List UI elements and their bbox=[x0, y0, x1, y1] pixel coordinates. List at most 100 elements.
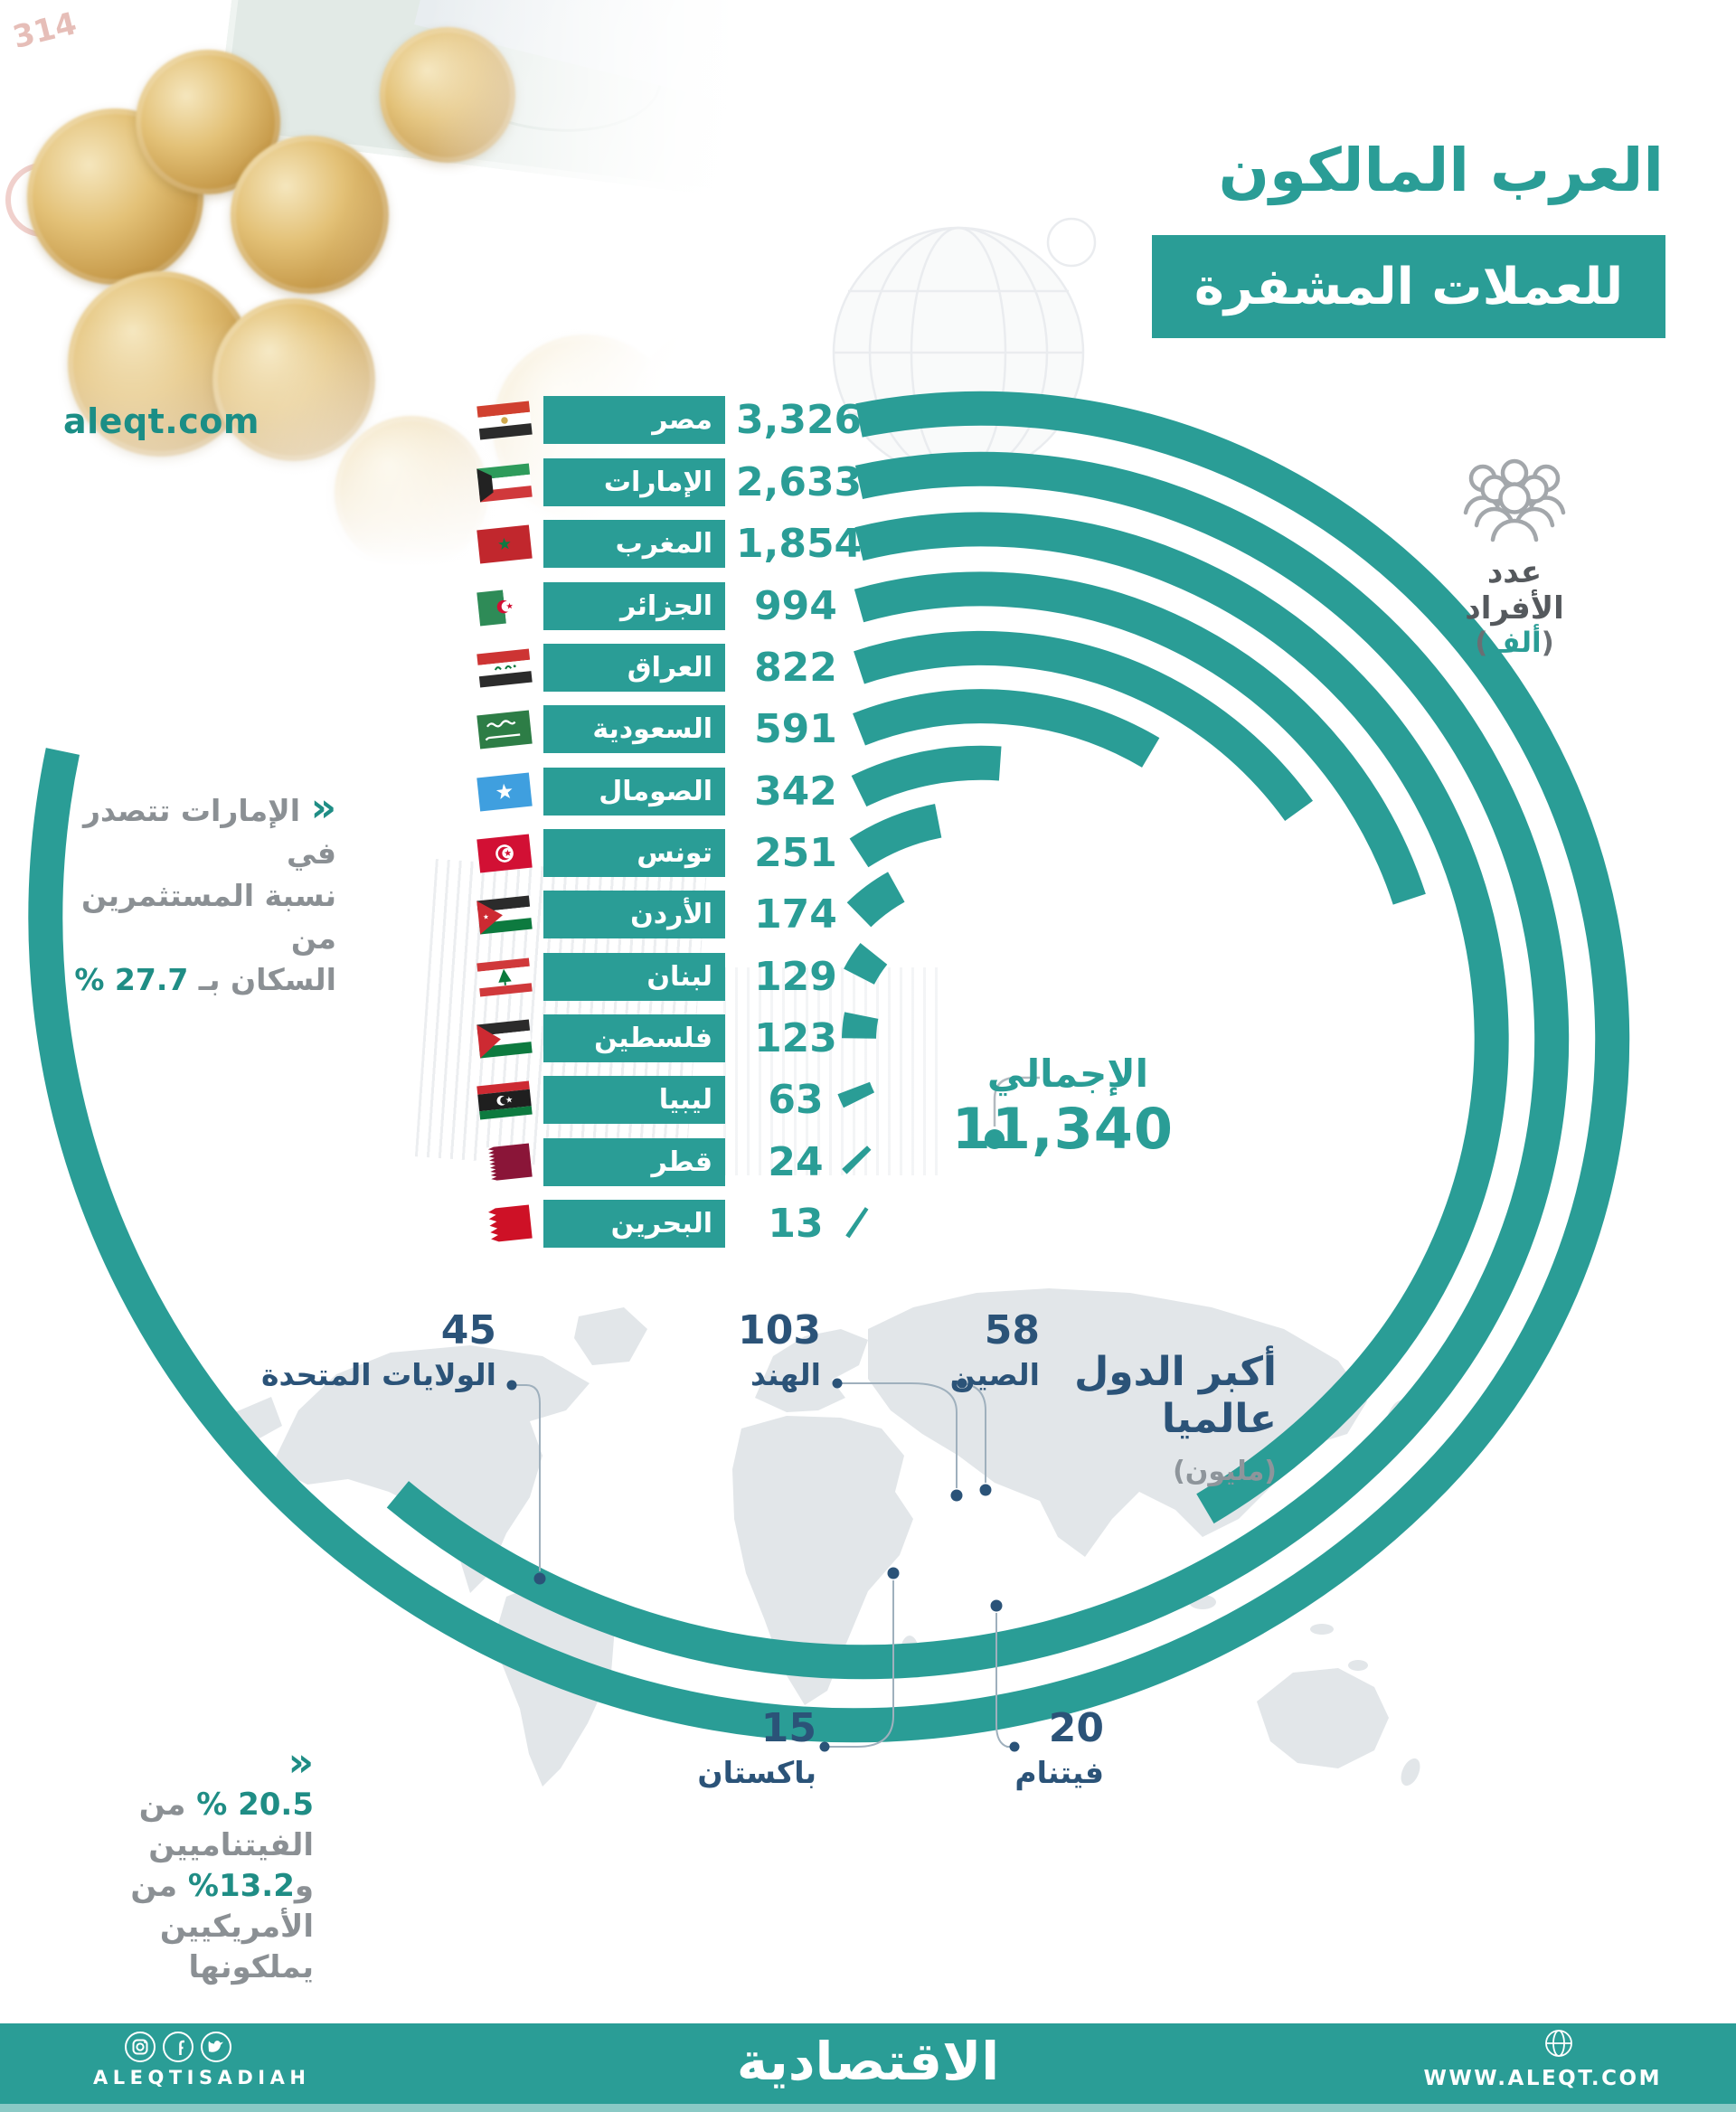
row-iraq: العراق 822 bbox=[476, 644, 855, 692]
callout-india: 103 الهند bbox=[738, 1307, 821, 1392]
watermark-url[interactable]: aleqt.com bbox=[63, 401, 259, 441]
row-lebanon: لبنان 129 bbox=[476, 953, 855, 1001]
flag-iraq-icon bbox=[476, 647, 533, 689]
flag-tunisia-icon bbox=[476, 833, 533, 874]
country-label-box: البحرين bbox=[543, 1200, 725, 1248]
country-value: 251 bbox=[754, 830, 837, 876]
note-world-ownership: « 20.5 % من الفيتناميين و13.2% من الأمري… bbox=[42, 1743, 314, 1987]
radial-bar-4 bbox=[854, 630, 1314, 822]
radial-bar-11 bbox=[837, 1081, 875, 1108]
chart-print-texture-2 bbox=[723, 967, 940, 1175]
row-qatar: قطر 24 bbox=[476, 1138, 855, 1186]
country-label: فلسطين bbox=[594, 1023, 712, 1054]
row-palestine: فلسطين 123 bbox=[476, 1014, 855, 1062]
country-label: العراق bbox=[627, 652, 712, 684]
page-subtitle: للعملات المشفرة bbox=[1194, 257, 1624, 316]
callout-china: 58 الصين bbox=[949, 1307, 1040, 1392]
row-jordan: الأردن 174 bbox=[476, 891, 855, 938]
row-libya: ليبيا 63 bbox=[476, 1076, 855, 1124]
radial-bar-12 bbox=[842, 1146, 872, 1174]
map-section-title: أكبر الدول عالميا (مليون) bbox=[1074, 1349, 1277, 1487]
flag-lebanon-icon bbox=[476, 957, 533, 998]
row-uae: الإمارات 2,633 bbox=[476, 458, 862, 506]
country-value: 63 bbox=[768, 1077, 824, 1123]
brand-latin: ALEQTISADIAH bbox=[93, 2067, 311, 2088]
country-label-box: الأردن bbox=[543, 891, 725, 938]
country-label-box: فلسطين bbox=[543, 1014, 725, 1062]
country-label: المغرب bbox=[615, 528, 712, 560]
flag-jordan-icon bbox=[476, 894, 533, 936]
globe-sketch-icon bbox=[832, 217, 1097, 479]
country-value: 3,326 bbox=[736, 397, 863, 443]
radial-bars bbox=[28, 391, 1630, 1743]
radial-bar-7 bbox=[849, 804, 942, 868]
total-label: الإجمالي bbox=[986, 1051, 1148, 1096]
map-callout-dots bbox=[506, 1378, 1020, 1752]
page-subtitle-box: للعملات المشفرة bbox=[1152, 235, 1665, 338]
flag-palestine-icon bbox=[476, 1018, 533, 1060]
country-label-box: لبنان bbox=[543, 953, 725, 1001]
flag-bahrain-icon bbox=[476, 1203, 533, 1245]
radial-bar-10 bbox=[842, 1012, 879, 1040]
callout-pakistan: 15 باكستان bbox=[697, 1705, 816, 1790]
country-label-box: الصومال bbox=[543, 768, 725, 816]
page-title: العرب المالكون bbox=[1218, 136, 1664, 205]
map-callout-lines bbox=[512, 1382, 1014, 1748]
country-value: 342 bbox=[754, 768, 837, 815]
country-label: تونس bbox=[637, 837, 712, 869]
radial-bar-2 bbox=[854, 512, 1509, 1524]
flag-libya-icon bbox=[476, 1080, 533, 1121]
radial-bar-9 bbox=[844, 943, 888, 985]
row-somalia: الصومال 342 bbox=[476, 768, 855, 816]
people-group-icon bbox=[1463, 458, 1566, 542]
website-url[interactable]: WWW.ALEQT.COM bbox=[1423, 2067, 1662, 2090]
country-label: قطر bbox=[651, 1146, 712, 1178]
country-label-box: الإمارات bbox=[543, 458, 725, 506]
total-value: 11,340 bbox=[951, 1096, 1174, 1162]
country-label-box: الجزائر bbox=[543, 582, 725, 630]
country-label-box: المغرب bbox=[543, 520, 725, 568]
row-egypt: مصر 3,326 bbox=[476, 396, 863, 444]
total-connector bbox=[985, 1076, 1040, 1149]
radial-bar-6 bbox=[851, 745, 1002, 807]
row-saudi: السعودية 591 bbox=[476, 705, 855, 753]
social-icons[interactable] bbox=[123, 2029, 241, 2065]
country-label: الأردن bbox=[630, 899, 712, 930]
footer-bar: ALEQTISADIAH الاقتصادية WWW.ALEQT.COM bbox=[0, 2023, 1736, 2112]
country-label: الصومال bbox=[599, 776, 712, 807]
country-value: 591 bbox=[754, 706, 837, 752]
country-value: 994 bbox=[754, 583, 837, 629]
country-label-box: السعودية bbox=[543, 705, 725, 753]
country-value: 24 bbox=[768, 1139, 824, 1185]
radial-bar-1 bbox=[386, 451, 1570, 1680]
country-label-box: العراق bbox=[543, 644, 725, 692]
footer-strip bbox=[0, 2104, 1736, 2112]
country-label: الجزائر bbox=[619, 590, 712, 622]
country-label-box: تونس bbox=[543, 829, 725, 877]
country-label: السعودية bbox=[592, 713, 712, 745]
unit-legend-unit: (ألف) bbox=[1475, 627, 1554, 659]
instagram-icon bbox=[125, 2032, 156, 2062]
twitter-icon bbox=[201, 2032, 231, 2062]
chevrons-icon: « bbox=[288, 1740, 314, 1786]
flag-somalia-icon bbox=[476, 771, 533, 813]
callout-vietnam: 20 فيتنام bbox=[1014, 1705, 1104, 1790]
radial-bar-0 bbox=[28, 391, 1630, 1743]
unit-legend-title: عدد الأفراد bbox=[1465, 554, 1564, 627]
unit-legend: عدد الأفراد (ألف) bbox=[1442, 457, 1587, 659]
country-label: مصر bbox=[652, 404, 712, 436]
callout-usa: 45 الولايات المتحدة bbox=[260, 1307, 496, 1392]
country-label: لبنان bbox=[646, 961, 712, 993]
flag-algeria-icon bbox=[476, 586, 533, 627]
country-value: 129 bbox=[754, 954, 837, 1000]
country-value: 1,854 bbox=[736, 521, 863, 567]
radial-bar-13 bbox=[845, 1207, 869, 1239]
row-algeria: الجزائر 994 bbox=[476, 582, 855, 630]
chevrons-icon: « bbox=[310, 785, 336, 831]
row-bahrain: البحرين 13 bbox=[476, 1200, 855, 1248]
country-value: 822 bbox=[754, 645, 837, 691]
radial-bar-8 bbox=[846, 872, 905, 928]
country-label: الإمارات bbox=[603, 467, 712, 498]
facebook-icon bbox=[163, 2032, 193, 2062]
